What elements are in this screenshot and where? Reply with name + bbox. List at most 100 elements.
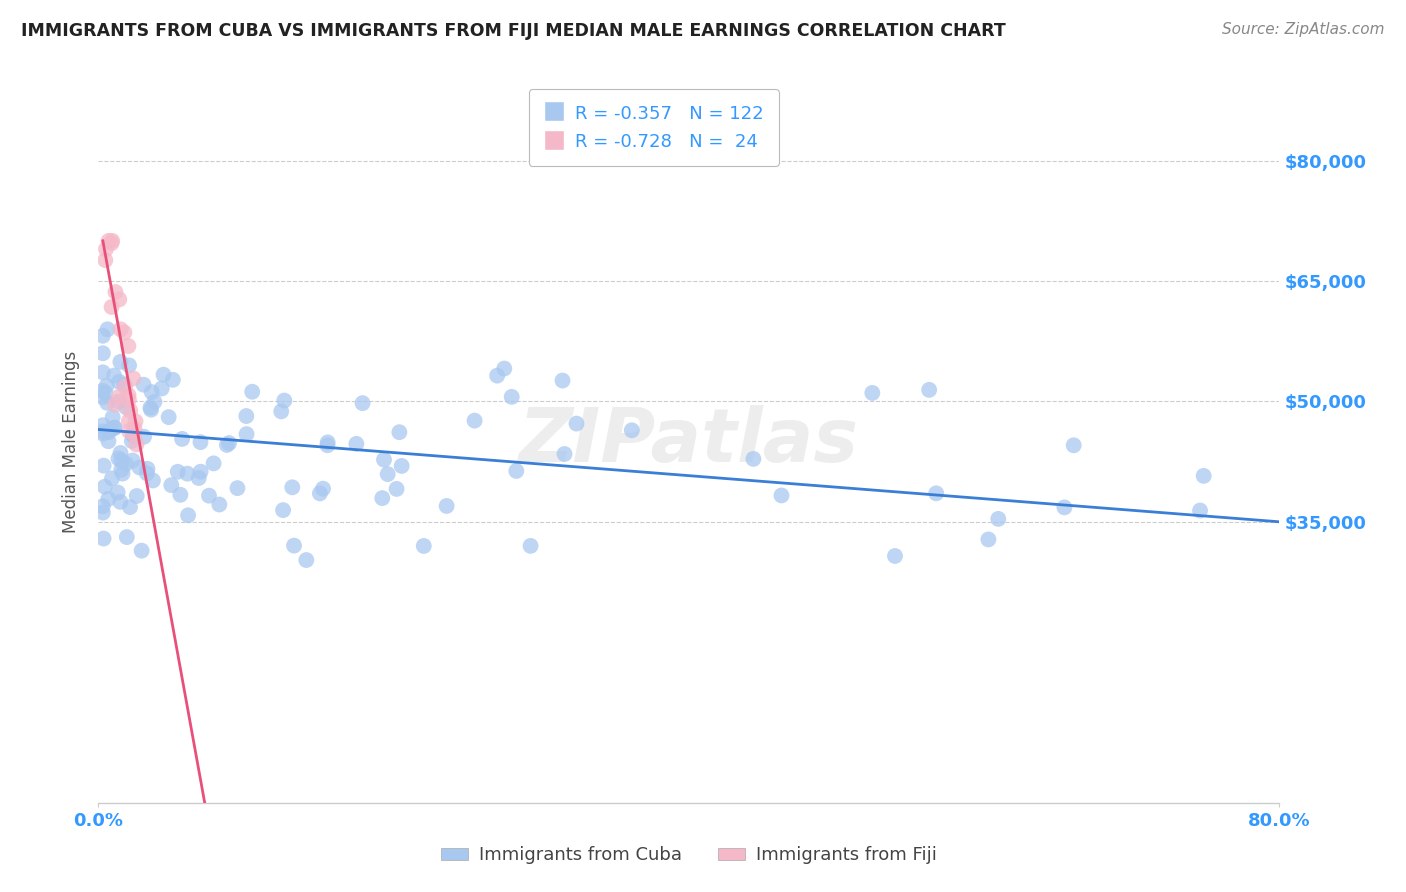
Point	[770, 488, 793, 502]
Point	[132, 430, 155, 444]
Point	[152, 368, 174, 382]
Point	[215, 438, 238, 452]
Point	[501, 390, 523, 404]
Point	[93, 458, 115, 473]
Point	[125, 437, 148, 451]
Point	[121, 427, 143, 442]
Point	[150, 381, 173, 395]
Point	[187, 471, 209, 485]
Point	[97, 425, 120, 439]
Point	[226, 481, 249, 495]
Point	[94, 385, 117, 400]
Point	[118, 500, 141, 514]
Point	[104, 421, 127, 435]
Point	[110, 322, 132, 336]
Point	[91, 346, 114, 360]
Point	[309, 486, 332, 500]
Point	[1189, 503, 1212, 517]
Point	[118, 424, 141, 438]
Point	[108, 375, 131, 389]
Point	[312, 482, 335, 496]
Point	[377, 467, 399, 481]
Point	[172, 432, 194, 446]
Point	[124, 414, 146, 428]
Legend: Immigrants from Cuba, Immigrants from Fiji: Immigrants from Cuba, Immigrants from Fi…	[432, 838, 946, 873]
Point	[1063, 438, 1085, 452]
Point	[111, 467, 134, 481]
Point	[742, 451, 765, 466]
Point	[190, 465, 212, 479]
Point	[987, 512, 1010, 526]
Point	[136, 462, 159, 476]
Point	[122, 371, 145, 385]
Point	[104, 398, 127, 412]
Point	[464, 414, 486, 428]
Point	[519, 539, 541, 553]
Point	[100, 300, 122, 314]
Point	[391, 458, 413, 473]
Point	[91, 418, 114, 433]
Point	[110, 453, 132, 467]
Point	[103, 420, 125, 434]
Point	[139, 401, 162, 415]
Point	[486, 368, 509, 383]
Point	[283, 539, 305, 553]
Point	[91, 500, 114, 514]
Point	[91, 426, 114, 441]
Point	[107, 394, 129, 409]
Point	[104, 285, 127, 299]
Point	[115, 401, 138, 415]
Point	[344, 437, 367, 451]
Point	[295, 553, 318, 567]
Point	[112, 326, 135, 340]
Text: IMMIGRANTS FROM CUBA VS IMMIGRANTS FROM FIJI MEDIAN MALE EARNINGS CORRELATION CH: IMMIGRANTS FROM CUBA VS IMMIGRANTS FROM …	[21, 22, 1005, 40]
Point	[136, 467, 159, 481]
Point	[373, 452, 395, 467]
Point	[436, 499, 458, 513]
Point	[316, 435, 339, 450]
Point	[128, 460, 150, 475]
Point	[371, 491, 394, 505]
Point	[202, 456, 225, 470]
Point	[121, 434, 143, 448]
Point	[316, 438, 339, 452]
Text: ZIPatlas: ZIPatlas	[519, 405, 859, 478]
Point	[198, 489, 221, 503]
Point	[620, 423, 643, 437]
Point	[96, 322, 118, 336]
Point	[190, 435, 212, 450]
Point	[565, 417, 588, 431]
Point	[142, 474, 165, 488]
Point	[208, 498, 231, 512]
Point	[91, 384, 114, 398]
Point	[176, 467, 198, 481]
Point	[166, 465, 188, 479]
Point	[117, 339, 139, 353]
Point	[110, 495, 132, 509]
Point	[925, 486, 948, 500]
Point	[169, 488, 191, 502]
Point	[97, 234, 120, 248]
Point	[114, 377, 136, 392]
Point	[132, 377, 155, 392]
Point	[108, 293, 131, 307]
Point	[118, 359, 141, 373]
Y-axis label: Median Male Earnings: Median Male Earnings	[62, 351, 80, 533]
Point	[494, 361, 516, 376]
Point	[101, 410, 124, 425]
Point	[122, 429, 145, 443]
Point	[505, 464, 527, 478]
Point	[124, 427, 146, 442]
Point	[118, 392, 141, 407]
Point	[110, 463, 132, 477]
Point	[270, 404, 292, 418]
Point	[108, 390, 131, 404]
Point	[388, 425, 411, 440]
Point	[281, 480, 304, 494]
Point	[96, 396, 118, 410]
Point	[121, 453, 143, 467]
Point	[91, 365, 114, 379]
Point	[352, 396, 374, 410]
Point	[91, 506, 114, 520]
Point	[91, 425, 114, 439]
